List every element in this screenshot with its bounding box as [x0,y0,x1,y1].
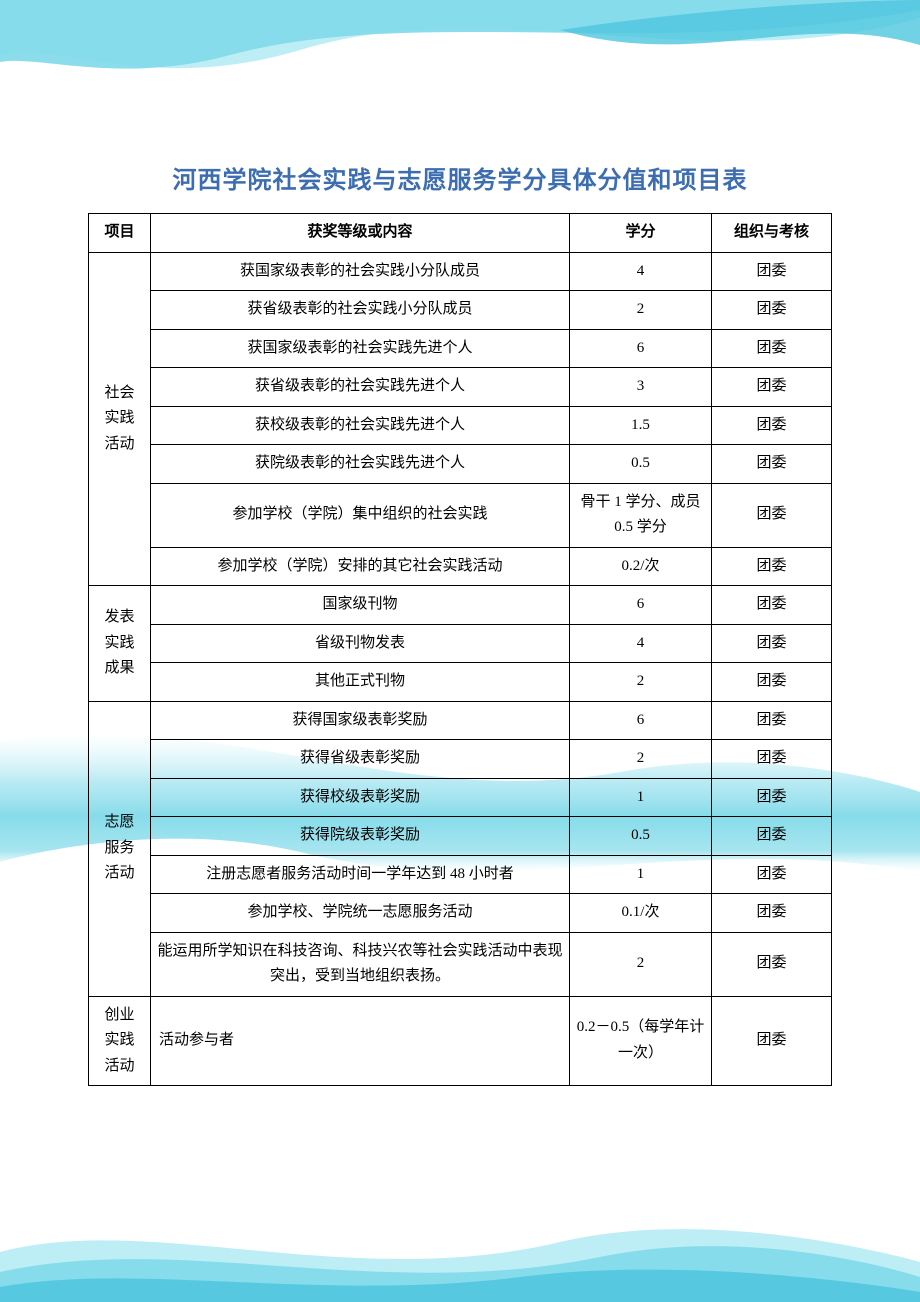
cell-desc: 获得国家级表彰奖励 [151,701,570,740]
cell-desc: 获院级表彰的社会实践先进个人 [151,445,570,484]
table-row: 志愿服务活动 获得国家级表彰奖励 6 团委 [89,701,832,740]
table-row: 注册志愿者服务活动时间一学年达到 48 小时者 1 团委 [89,855,832,894]
cell-org: 团委 [712,445,832,484]
cell-credit: 1 [570,778,712,817]
page-title: 河西学院社会实践与志愿服务学分具体分值和项目表 [88,160,832,195]
cell-desc: 获得院级表彰奖励 [151,817,570,856]
table-row: 获校级表彰的社会实践先进个人 1.5 团委 [89,406,832,445]
cell-org: 团委 [712,996,832,1086]
table-row: 其他正式刊物 2 团委 [89,663,832,702]
category-entrepreneurship: 创业实践活动 [89,996,151,1086]
cell-desc: 获省级表彰的社会实践先进个人 [151,368,570,407]
cell-credit: 1.5 [570,406,712,445]
table-row: 创业实践活动 活动参与者 0.2－0.5（每学年计一次） 团委 [89,996,832,1086]
table-row: 能运用所学知识在科技咨询、科技兴农等社会实践活动中表现突出，受到当地组织表扬。 … [89,932,832,996]
header-content: 获奖等级或内容 [151,214,570,253]
cell-desc: 其他正式刊物 [151,663,570,702]
table-row: 获省级表彰的社会实践先进个人 3 团委 [89,368,832,407]
cell-desc: 参加学校（学院）集中组织的社会实践 [151,483,570,547]
cell-desc: 获国家级表彰的社会实践小分队成员 [151,252,570,291]
cell-desc: 注册志愿者服务活动时间一学年达到 48 小时者 [151,855,570,894]
cell-desc: 国家级刊物 [151,586,570,625]
table-row: 社会实践活动 获国家级表彰的社会实践小分队成员 4 团委 [89,252,832,291]
cell-org: 团委 [712,778,832,817]
cell-credit: 2 [570,740,712,779]
bottom-wave-decoration [0,1192,920,1302]
cell-credit: 2 [570,932,712,996]
cell-org: 团委 [712,663,832,702]
cell-credit: 0.5 [570,817,712,856]
cell-org: 团委 [712,624,832,663]
cell-credit: 骨干 1 学分、成员 0.5 学分 [570,483,712,547]
cell-org: 团委 [712,252,832,291]
cell-credit: 6 [570,586,712,625]
cell-credit: 6 [570,701,712,740]
cell-org: 团委 [712,740,832,779]
table-row: 获得院级表彰奖励 0.5 团委 [89,817,832,856]
cell-org: 团委 [712,701,832,740]
cell-org: 团委 [712,932,832,996]
cell-credit: 4 [570,624,712,663]
cell-desc: 获校级表彰的社会实践先进个人 [151,406,570,445]
table-row: 参加学校（学院）安排的其它社会实践活动 0.2/次 团委 [89,547,832,586]
table-header-row: 项目 获奖等级或内容 学分 组织与考核 [89,214,832,253]
cell-org: 团委 [712,329,832,368]
category-social-practice: 社会实践活动 [89,252,151,586]
cell-org: 团委 [712,894,832,933]
cell-desc: 获得校级表彰奖励 [151,778,570,817]
header-org: 组织与考核 [712,214,832,253]
cell-desc: 获省级表彰的社会实践小分队成员 [151,291,570,330]
category-publication: 发表实践成果 [89,586,151,702]
cell-desc: 参加学校、学院统一志愿服务活动 [151,894,570,933]
cell-credit: 2 [570,291,712,330]
cell-org: 团委 [712,291,832,330]
table-row: 获院级表彰的社会实践先进个人 0.5 团委 [89,445,832,484]
cell-desc: 能运用所学知识在科技咨询、科技兴农等社会实践活动中表现突出，受到当地组织表扬。 [151,932,570,996]
cell-org: 团委 [712,547,832,586]
table-row: 获得省级表彰奖励 2 团委 [89,740,832,779]
cell-desc: 省级刊物发表 [151,624,570,663]
cell-credit: 0.1/次 [570,894,712,933]
cell-desc: 获得省级表彰奖励 [151,740,570,779]
cell-desc: 参加学校（学院）安排的其它社会实践活动 [151,547,570,586]
cell-credit: 1 [570,855,712,894]
cell-org: 团委 [712,406,832,445]
category-volunteer: 志愿服务活动 [89,701,151,996]
cell-credit: 0.2－0.5（每学年计一次） [570,996,712,1086]
table-row: 参加学校（学院）集中组织的社会实践 骨干 1 学分、成员 0.5 学分 团委 [89,483,832,547]
cell-credit: 0.2/次 [570,547,712,586]
cell-credit: 6 [570,329,712,368]
table-row: 获国家级表彰的社会实践先进个人 6 团委 [89,329,832,368]
cell-credit: 0.5 [570,445,712,484]
table-row: 发表实践成果 国家级刊物 6 团委 [89,586,832,625]
cell-credit: 3 [570,368,712,407]
header-project: 项目 [89,214,151,253]
table-row: 参加学校、学院统一志愿服务活动 0.1/次 团委 [89,894,832,933]
table-row: 省级刊物发表 4 团委 [89,624,832,663]
cell-credit: 2 [570,663,712,702]
cell-org: 团委 [712,483,832,547]
cell-desc: 活动参与者 [151,996,570,1086]
credits-table: 项目 获奖等级或内容 学分 组织与考核 社会实践活动 获国家级表彰的社会实践小分… [88,213,832,1086]
table-row: 获得校级表彰奖励 1 团委 [89,778,832,817]
table-row: 获省级表彰的社会实践小分队成员 2 团委 [89,291,832,330]
cell-desc: 获国家级表彰的社会实践先进个人 [151,329,570,368]
cell-org: 团委 [712,586,832,625]
cell-org: 团委 [712,817,832,856]
header-credit: 学分 [570,214,712,253]
cell-org: 团委 [712,855,832,894]
cell-credit: 4 [570,252,712,291]
cell-org: 团委 [712,368,832,407]
